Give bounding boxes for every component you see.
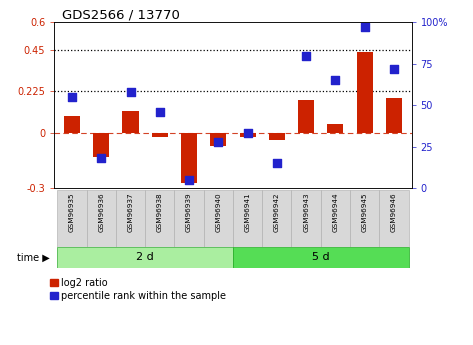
Text: 5 d: 5 d xyxy=(312,253,330,262)
Bar xyxy=(269,133,285,140)
Point xyxy=(156,109,164,115)
Point xyxy=(302,53,310,58)
Text: GSM96944: GSM96944 xyxy=(333,193,338,232)
Text: GSM96943: GSM96943 xyxy=(303,193,309,232)
Bar xyxy=(210,133,227,146)
Bar xyxy=(57,247,233,268)
Bar xyxy=(262,190,291,247)
Bar xyxy=(64,116,80,133)
Text: GSM96939: GSM96939 xyxy=(186,193,192,232)
Text: 2 d: 2 d xyxy=(136,253,154,262)
Text: GSM96945: GSM96945 xyxy=(362,193,368,232)
Point xyxy=(68,94,76,100)
Text: GSM96936: GSM96936 xyxy=(98,193,104,232)
Point xyxy=(390,66,398,71)
Text: GSM96946: GSM96946 xyxy=(391,193,397,232)
Bar xyxy=(321,190,350,247)
Bar xyxy=(145,190,175,247)
Bar xyxy=(93,133,109,157)
Point xyxy=(215,139,222,145)
Bar xyxy=(350,190,379,247)
Point xyxy=(127,89,134,95)
Point xyxy=(361,24,368,30)
Bar xyxy=(379,190,409,247)
Bar xyxy=(175,190,204,247)
Bar xyxy=(291,190,321,247)
Bar xyxy=(152,133,168,137)
Bar xyxy=(87,190,116,247)
Bar xyxy=(327,124,343,133)
Text: GSM96938: GSM96938 xyxy=(157,193,163,232)
Bar xyxy=(386,98,402,133)
Bar xyxy=(233,190,262,247)
Legend: log2 ratio, percentile rank within the sample: log2 ratio, percentile rank within the s… xyxy=(50,278,227,300)
Point xyxy=(273,160,280,166)
Bar xyxy=(57,190,87,247)
Text: GDS2566 / 13770: GDS2566 / 13770 xyxy=(61,8,179,21)
Bar xyxy=(298,100,314,133)
Bar xyxy=(116,190,145,247)
Bar xyxy=(233,247,409,268)
Text: time ▶: time ▶ xyxy=(17,253,50,262)
Text: GSM96937: GSM96937 xyxy=(128,193,133,232)
Bar xyxy=(239,133,255,137)
Bar xyxy=(181,133,197,183)
Point xyxy=(332,78,339,83)
Bar xyxy=(204,190,233,247)
Bar xyxy=(357,52,373,133)
Point xyxy=(244,131,251,136)
Point xyxy=(185,177,193,183)
Point xyxy=(97,156,105,161)
Text: GSM96935: GSM96935 xyxy=(69,193,75,232)
Text: GSM96941: GSM96941 xyxy=(245,193,251,232)
Text: GSM96940: GSM96940 xyxy=(215,193,221,232)
Bar xyxy=(123,111,139,133)
Text: GSM96942: GSM96942 xyxy=(274,193,280,232)
